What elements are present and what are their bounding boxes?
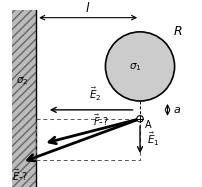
- Bar: [12, 10, 36, 187]
- Text: $\vec{E}$-?: $\vec{E}$-?: [12, 168, 28, 183]
- Text: $\vec{E}_1$: $\vec{E}_1$: [147, 131, 160, 148]
- Circle shape: [137, 116, 143, 122]
- Circle shape: [105, 32, 175, 101]
- Text: $a$: $a$: [173, 105, 181, 115]
- Text: $R$: $R$: [173, 25, 183, 38]
- Text: $\sigma_1$: $\sigma_1$: [129, 61, 142, 73]
- Text: $\sigma_2$: $\sigma_2$: [16, 75, 28, 87]
- Text: $\vec{E}_2$: $\vec{E}_2$: [88, 85, 101, 103]
- Text: $l$: $l$: [85, 1, 91, 15]
- Text: A: A: [145, 120, 152, 130]
- Text: $\vec{F}$-?: $\vec{F}$-?: [93, 112, 108, 128]
